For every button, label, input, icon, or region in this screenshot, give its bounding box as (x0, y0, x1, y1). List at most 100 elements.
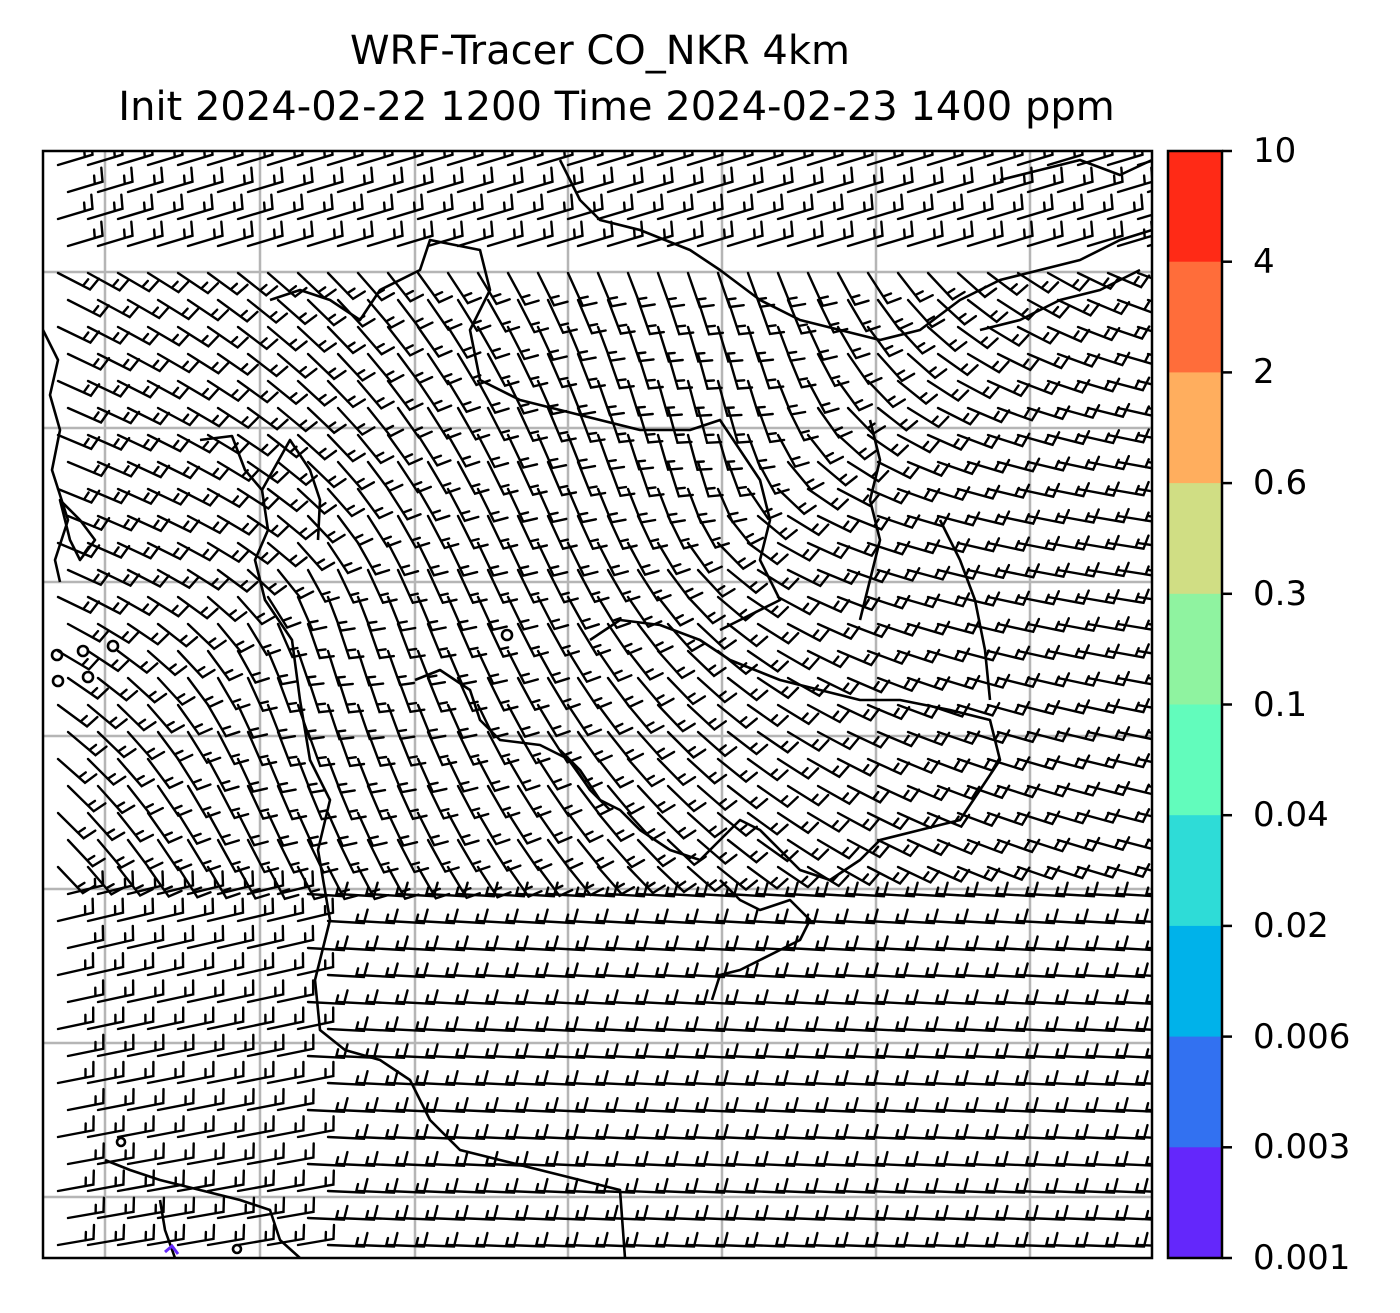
wind-barb (206, 1060, 245, 1085)
wind-barb (686, 193, 724, 221)
wind-barb (236, 897, 275, 923)
wind-barb (936, 352, 979, 377)
wind-barb (96, 622, 140, 645)
wind-barb (696, 406, 723, 445)
wind-barb (926, 811, 971, 829)
wind-barb (446, 193, 484, 221)
wind-barb (1046, 1123, 1089, 1140)
wind-barb (786, 838, 830, 862)
wind-barb (146, 595, 190, 618)
wind-barb (1116, 674, 1152, 686)
wind-barb (266, 952, 305, 977)
wind-barb (96, 784, 136, 815)
wind-barb (86, 649, 130, 673)
wind-barb (86, 1223, 126, 1247)
wind-barb (326, 1070, 369, 1087)
wind-barb (906, 460, 951, 478)
wind-barb (296, 952, 335, 977)
wind-barb (126, 298, 170, 320)
wind-barb (206, 271, 249, 296)
wind-barb (516, 166, 554, 194)
wind-barb (666, 514, 699, 550)
wind-barb (66, 924, 105, 950)
wind-barb (186, 870, 225, 896)
wind-barb (146, 757, 184, 790)
wind-barb (936, 1150, 979, 1167)
wind-barb (1056, 298, 1101, 317)
wind-barb (576, 1097, 619, 1113)
wind-barb (96, 676, 139, 702)
wind-barb (86, 595, 130, 616)
wind-barb (1136, 757, 1152, 764)
wind-barb (216, 568, 259, 593)
wind-barb (566, 703, 603, 737)
wind-barb (726, 881, 769, 898)
wind-barb (936, 935, 979, 952)
wind-barb (1076, 589, 1120, 605)
wind-barb (456, 989, 499, 1006)
wind-barb (326, 1123, 369, 1140)
wind-barb (516, 622, 549, 658)
wind-barb (776, 193, 814, 221)
wind-barb (536, 1231, 579, 1248)
wind-barb (116, 487, 161, 506)
wind-barb (416, 908, 459, 925)
wind-barb (456, 220, 494, 248)
wind-barb (696, 1204, 739, 1221)
wind-barb (776, 151, 814, 167)
wind-barb (356, 325, 395, 356)
wind-barb (1016, 1231, 1059, 1248)
wind-barb (1056, 1150, 1099, 1167)
wind-barb (906, 352, 948, 380)
wind-barb (846, 838, 890, 859)
wind-barb (476, 1070, 519, 1087)
wind-barb (546, 1043, 589, 1060)
wind-barb (836, 1177, 879, 1194)
wind-barb (1046, 1177, 1089, 1194)
wind-barb (956, 151, 994, 167)
wind-barb (926, 1016, 969, 1033)
wind-barb (1116, 352, 1152, 366)
wind-barb (386, 151, 424, 167)
wind-barb (776, 865, 820, 889)
wind-barb (816, 730, 860, 751)
wind-barb (596, 1070, 639, 1087)
wind-barb (626, 908, 669, 925)
wind-barb (576, 676, 613, 710)
wind-barb (236, 151, 274, 167)
wind-barb (536, 811, 573, 845)
wind-barb (306, 935, 349, 952)
wind-barb (596, 703, 634, 736)
wind-barb (236, 1223, 276, 1247)
wind-barb (1136, 1081, 1152, 1085)
wind-barb (1086, 935, 1129, 952)
wind-barb (176, 1006, 215, 1031)
wind-barb (1016, 1016, 1059, 1033)
wind-barb (756, 622, 800, 645)
wind-barb (216, 166, 254, 194)
wind-barb (66, 676, 109, 700)
wind-barb (476, 962, 519, 979)
wind-barb (1136, 919, 1152, 924)
wind-barb (1136, 595, 1152, 601)
wind-barb (536, 193, 574, 221)
wind-barb (666, 220, 704, 248)
wind-barb (236, 433, 279, 457)
wind-barb (296, 271, 337, 300)
map-subtitle: Init 2024-02-22 1200 Time 2024-02-23 140… (118, 84, 1115, 130)
wind-barb (246, 460, 289, 485)
wind-barb (236, 271, 279, 297)
wind-barb (476, 433, 510, 469)
wind-barb (126, 622, 170, 646)
wind-barb (96, 460, 141, 478)
wind-barb (236, 193, 274, 221)
wind-barb (146, 541, 191, 561)
wind-barb (656, 757, 697, 787)
wind-barb (1026, 1097, 1069, 1113)
wind-barb (686, 1070, 729, 1087)
wind-barb (86, 811, 126, 842)
wind-barb (216, 220, 254, 248)
wind-barb (566, 271, 598, 308)
wind-barb (1016, 1070, 1059, 1087)
wind-barb (486, 784, 521, 819)
